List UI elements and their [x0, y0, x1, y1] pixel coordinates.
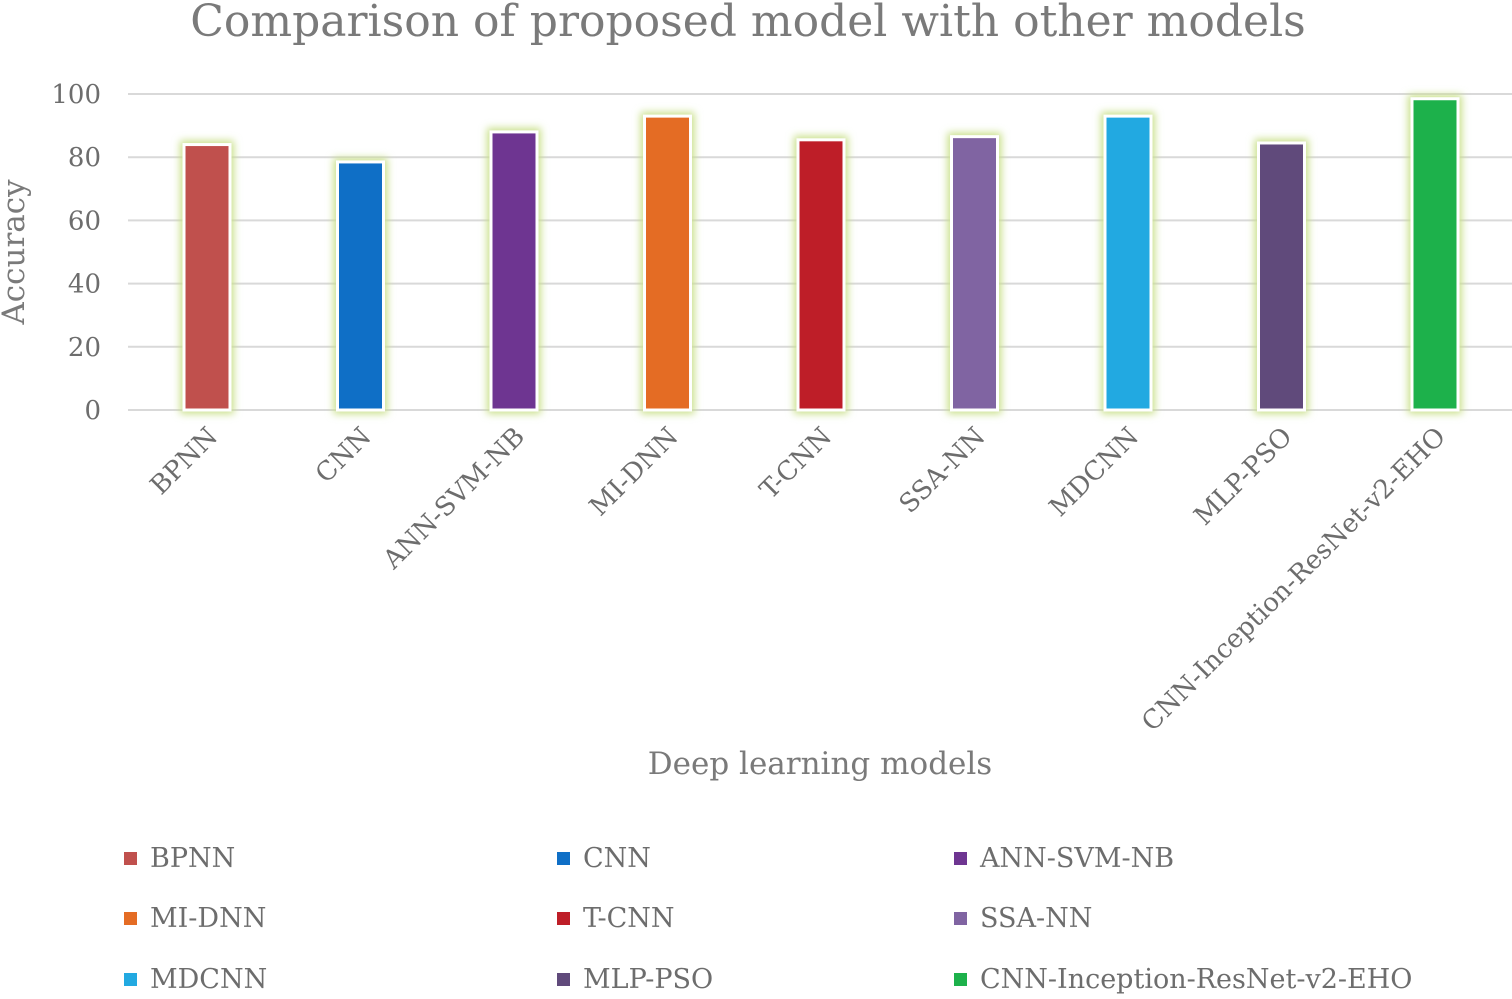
bar-cnn-inception-resnet-v2-eho — [1408, 94, 1462, 415]
bar-cnn — [333, 157, 388, 414]
bar-bpnn — [180, 140, 234, 414]
y-axis-label: Accuracy — [0, 179, 32, 326]
bar-t-cnn — [794, 135, 848, 414]
x-tick-label: SSA-NN — [894, 422, 992, 520]
bar-mi-dnn — [640, 112, 695, 415]
x-tick-label: CNN-Inception-ResNet-v2-EHO — [1136, 422, 1452, 738]
bar-mlp-pso — [1254, 138, 1309, 415]
x-tick-label: ANN-SVM-NB — [377, 422, 531, 576]
y-tick-label: 40 — [68, 270, 101, 300]
x-axis-categories: BPNN CNN ANN-SVM-NB MI-DNN T-CNN SSA-NN MDCNN M… — [145, 422, 1452, 738]
x-tick-label: CNN — [310, 422, 377, 489]
bar — [336, 160, 385, 412]
y-tick-label: 0 — [84, 396, 101, 426]
bars — [180, 94, 1462, 415]
bar — [1410, 97, 1460, 412]
y-axis-ticks: 0 20 40 60 80 100 — [51, 80, 101, 426]
bar — [489, 130, 539, 412]
bar — [643, 114, 692, 412]
bar — [182, 143, 232, 412]
x-axis-label: Deep learning models — [648, 746, 992, 782]
x-tick-label: T-CNN — [754, 422, 838, 506]
bar — [950, 135, 999, 412]
x-tick-label: MDCNN — [1044, 422, 1145, 523]
bar-ann-svm-nb — [487, 127, 541, 415]
y-tick-label: 100 — [51, 80, 101, 110]
bar — [796, 138, 846, 412]
y-tick-label: 60 — [68, 206, 101, 236]
bar — [1257, 141, 1306, 412]
bar-mdcnn — [1101, 112, 1155, 415]
chart-title: Comparison of proposed model with other … — [190, 0, 1306, 47]
bar — [1103, 114, 1153, 412]
x-tick-label: MI-DNN — [584, 422, 684, 522]
x-tick-label: MLP-PSO — [1189, 422, 1299, 532]
y-tick-label: 20 — [68, 333, 101, 363]
bar-ssa-nn — [947, 132, 1002, 414]
x-tick-label: BPNN — [145, 422, 224, 501]
y-tick-label: 80 — [68, 143, 101, 173]
